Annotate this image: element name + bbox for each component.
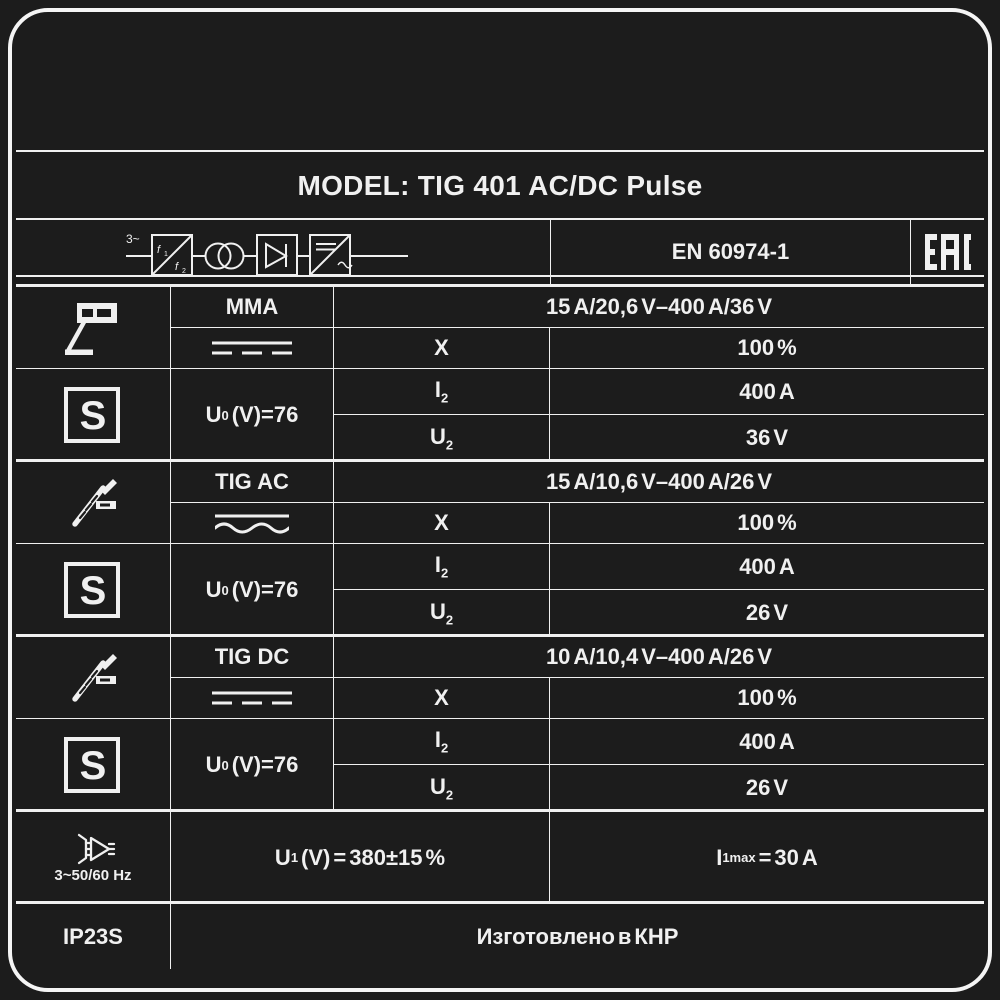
svg-text:S: S	[80, 744, 107, 788]
svg-text:1: 1	[164, 251, 168, 258]
svg-text:S: S	[80, 394, 107, 438]
svg-text:2: 2	[182, 268, 186, 275]
svg-text:3~: 3~	[126, 232, 140, 246]
svg-text:f: f	[175, 261, 179, 273]
svg-text:f: f	[157, 244, 161, 256]
svg-text:S: S	[80, 569, 107, 613]
